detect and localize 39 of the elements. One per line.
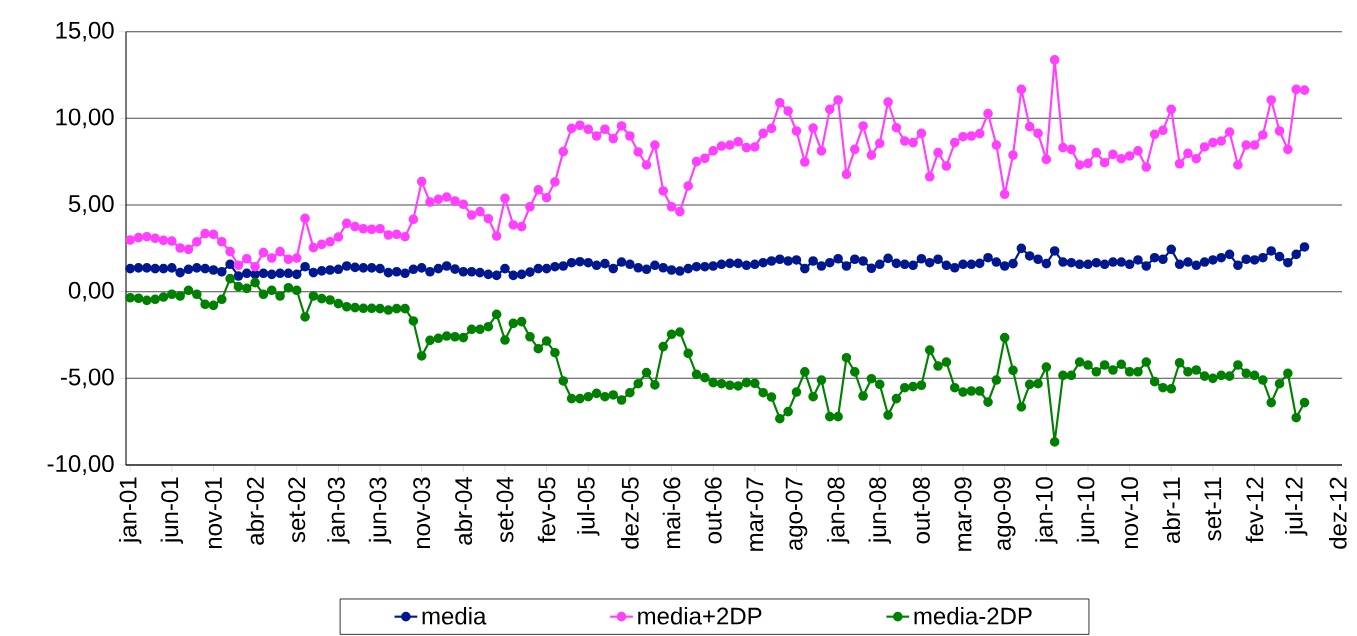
y-tick-label: 10,00 — [56, 108, 114, 129]
x-tick-label: abr-04 — [454, 477, 473, 545]
y-tick-label: 5,00 — [68, 195, 114, 215]
y-tick-label: -10,00 — [47, 455, 114, 475]
x-tick-label: jun-03 — [368, 477, 392, 544]
x-tick-label: jun-10 — [1076, 477, 1100, 544]
y-tick-label: 0,00 — [68, 281, 114, 302]
x-tick-label: jan-10 — [1035, 477, 1058, 544]
x-tick-label: nov-03 — [413, 477, 431, 549]
x-tick-label: mar-09 — [954, 477, 972, 551]
x-tick-label: abr-02 — [246, 477, 264, 545]
legend-label: media — [422, 606, 487, 625]
y-tick-label: 15,00 — [56, 21, 114, 42]
x-tick-label: dez-05 — [621, 477, 639, 549]
x-tick-label: dez-12 — [1329, 477, 1347, 549]
legend-label: media+2DP — [638, 606, 762, 625]
x-tick-label: set-11 — [1204, 477, 1222, 541]
x-tick-label: jan-01 — [118, 477, 142, 544]
x-tick-label: jan-08 — [826, 477, 850, 544]
x-tick-label: fev-12 — [1245, 477, 1264, 543]
x-tick-label: fev-05 — [537, 477, 556, 543]
x-tick-label: ago-07 — [785, 477, 808, 551]
x-tick-label: jul-05 — [577, 477, 600, 536]
x-tick-label: mar-07 — [746, 477, 764, 551]
x-tick-label: mai-06 — [662, 477, 681, 549]
x-tick-label: set-02 — [288, 477, 306, 543]
x-tick-label: out-06 — [704, 477, 722, 544]
y-tick-label: -5,00 — [60, 368, 114, 389]
x-tick-label: set-04 — [496, 477, 514, 543]
x-tick-label: jun-08 — [868, 477, 891, 544]
x-tick-label: nov-10 — [1121, 477, 1139, 549]
x-tick-label: jul-12 — [1285, 477, 1308, 536]
x-tick-label: out-08 — [912, 477, 930, 544]
x-tick-label: nov-01 — [204, 477, 222, 549]
legend-label: media-2DP — [914, 606, 1032, 625]
x-tick-label: jun-01 — [160, 477, 183, 544]
x-tick-label: abr-11 — [1162, 477, 1181, 543]
x-tick-label: ago-09 — [993, 477, 1016, 551]
x-tick-label: jan-03 — [327, 477, 350, 544]
